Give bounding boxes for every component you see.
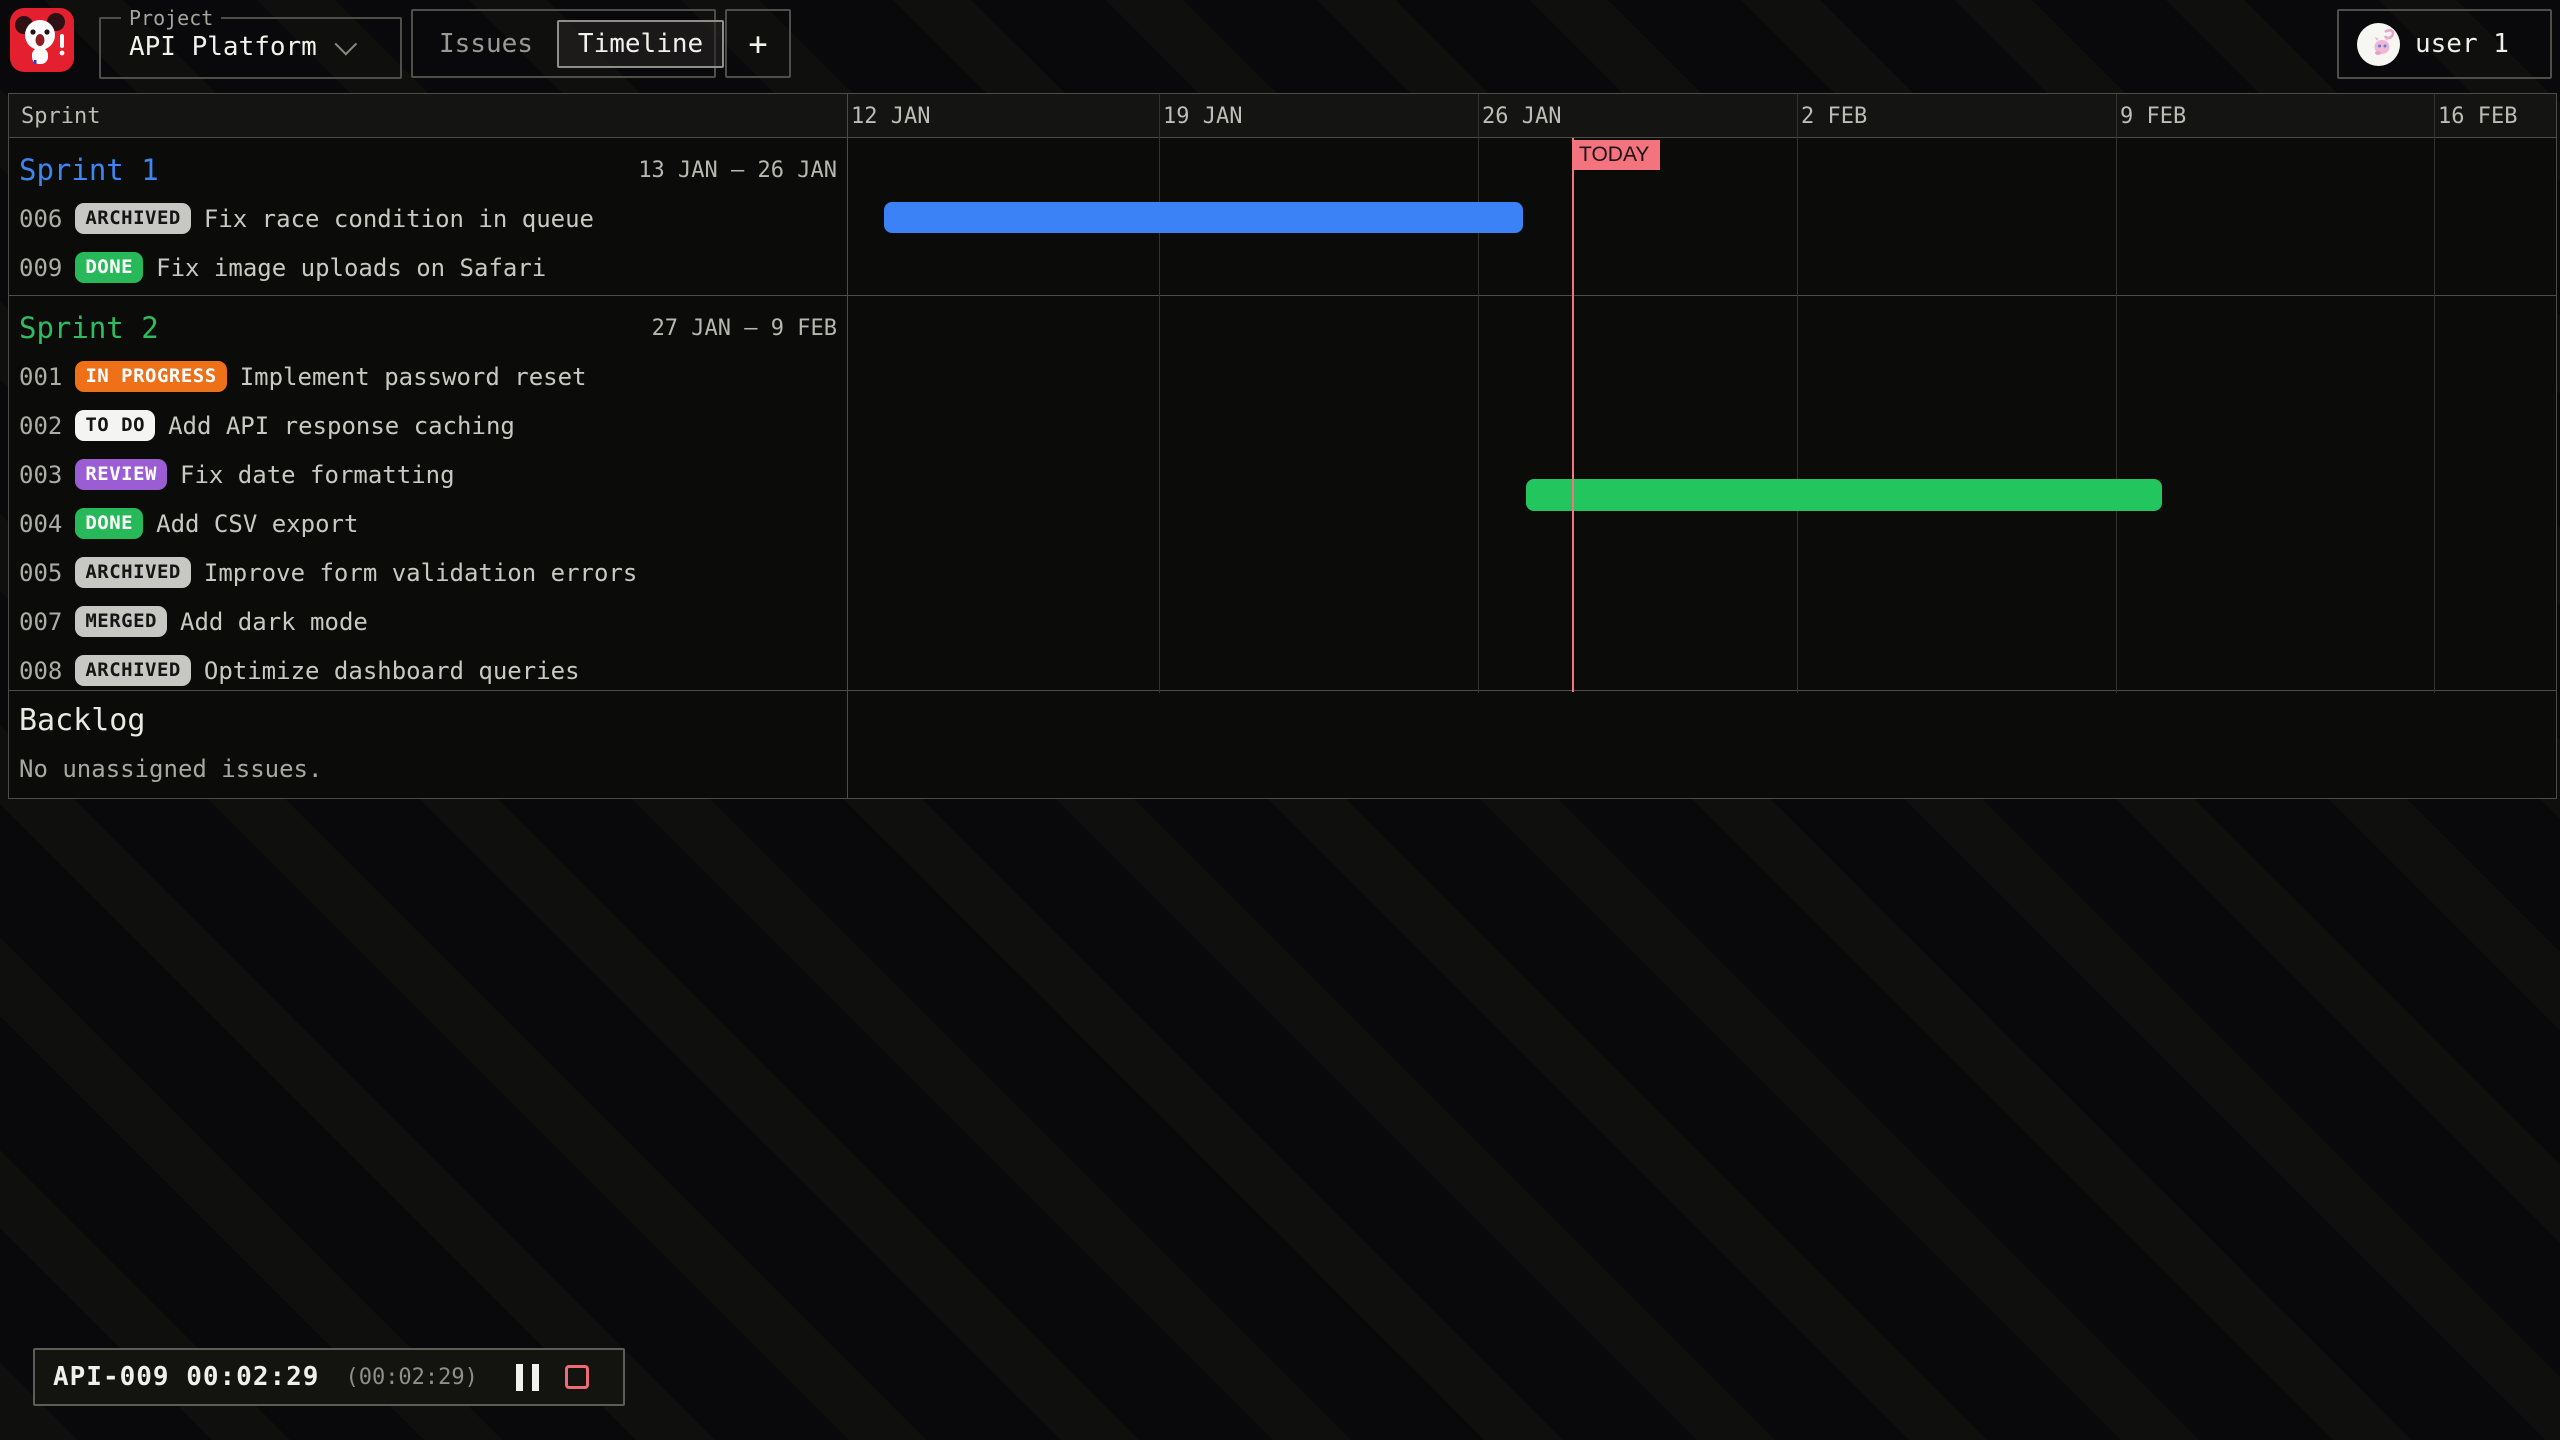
status-badge: ARCHIVED (75, 655, 191, 686)
gantt-bar-issue-003[interactable] (1526, 479, 2162, 511)
sprint-2-panel: Sprint 2 27 JAN – 9 FEB 001 IN PROGRESS … (9, 296, 847, 690)
timer-total-time: (00:02:29) (345, 1364, 478, 1390)
week-gridline (1478, 94, 1479, 693)
backlog-panel: Backlog No unassigned issues. (9, 691, 847, 795)
issue-number: 002 (19, 411, 63, 440)
status-badge: DONE (75, 252, 144, 283)
app-logo-koala-icon[interactable] (10, 8, 74, 72)
status-badge: IN PROGRESS (75, 361, 227, 392)
today-marker-label: TODAY (1572, 140, 1661, 170)
timeline-header-row: Sprint 12 JAN 19 JAN 26 JAN 2 FEB 9 FEB … (9, 94, 2556, 138)
tab-issues[interactable]: Issues (439, 28, 533, 59)
issue-title: Add API response caching (168, 411, 515, 440)
sprint-column-header: Sprint (21, 103, 101, 129)
time-tracker-widget: API-009 00:02:29 (00:02:29) (33, 1348, 625, 1406)
project-label: Project (129, 6, 214, 30)
avatar-creature-icon (2374, 28, 2395, 55)
status-badge: REVIEW (75, 459, 167, 490)
add-view-button[interactable]: + (725, 9, 791, 78)
issue-title: Implement password reset (239, 362, 587, 391)
issue-row-002[interactable]: 002 TO DO Add API response caching (19, 401, 837, 450)
panel-separator (847, 94, 848, 798)
backlog-empty-text: No unassigned issues. (19, 755, 323, 783)
issue-row-001[interactable]: 001 IN PROGRESS Implement password reset (19, 352, 837, 401)
issue-row-006[interactable]: 006 ARCHIVED Fix race condition in queue (19, 194, 837, 243)
issue-title: Improve form validation errors (203, 558, 638, 587)
stop-button[interactable] (564, 1365, 589, 1389)
pause-icon (531, 1363, 539, 1391)
chevron-down-icon (334, 32, 357, 56)
issue-title: Add CSV export (156, 509, 359, 538)
issue-row-005[interactable]: 005 ARCHIVED Improve form validation err… (19, 548, 837, 597)
column-header-date: 19 JAN (1163, 103, 1243, 129)
week-gridline (1797, 94, 1798, 693)
issue-number: 003 (19, 460, 63, 489)
week-gridline (1159, 94, 1160, 693)
view-tabs: Issues Timeline (411, 9, 725, 78)
project-select[interactable]: Project API Platform (99, 6, 402, 79)
sprint-2-date-range: 27 JAN – 9 FEB (651, 315, 837, 341)
issue-title: Fix date formatting (180, 460, 455, 489)
issue-number: 009 (19, 253, 63, 282)
sprint-2-section: Sprint 2 27 JAN – 9 FEB 001 IN PROGRESS … (9, 296, 2556, 691)
status-badge: ARCHIVED (75, 557, 191, 588)
issue-title: Add dark mode (180, 607, 368, 636)
today-marker-line (1572, 138, 1574, 692)
issue-number: 005 (19, 558, 63, 587)
sprint-1-panel: Sprint 1 13 JAN – 26 JAN 006 ARCHIVED Fi… (9, 138, 847, 295)
issue-row-009[interactable]: 009 DONE Fix image uploads on Safari (19, 243, 837, 292)
column-header-date: 16 FEB (2438, 103, 2518, 129)
issue-row-004[interactable]: 004 DONE Add CSV export (19, 499, 837, 548)
column-header-date: 12 JAN (851, 103, 931, 129)
gantt-bar-issue-006[interactable] (884, 202, 1523, 233)
issue-number: 007 (19, 607, 63, 636)
sprint-1-header: Sprint 1 13 JAN – 26 JAN (19, 146, 837, 194)
status-badge: DONE (75, 508, 144, 539)
issue-title: Fix image uploads on Safari (156, 253, 547, 282)
status-badge: MERGED (75, 606, 167, 637)
issue-row-003[interactable]: 003 REVIEW Fix date formatting (19, 450, 837, 499)
issue-number: 008 (19, 656, 63, 685)
issue-title: Fix race condition in queue (203, 204, 595, 233)
issue-number: 006 (19, 204, 63, 233)
issue-row-007[interactable]: 007 MERGED Add dark mode (19, 597, 837, 646)
pause-icon (515, 1363, 523, 1391)
column-header-date: 26 JAN (1482, 103, 1562, 129)
koala-icon (15, 13, 65, 64)
pause-button[interactable] (515, 1363, 539, 1391)
issue-row-008[interactable]: 008 ARCHIVED Optimize dashboard queries (19, 646, 837, 695)
sprint-2-header: Sprint 2 27 JAN – 9 FEB (19, 304, 837, 352)
status-badge: TO DO (75, 410, 156, 441)
user-name: user 1 (2415, 29, 2509, 59)
sprint-1-date-range: 13 JAN – 26 JAN (638, 157, 837, 183)
backlog-section: Backlog No unassigned issues. (9, 691, 2556, 795)
top-bar: Project API Platform Issues Timeline + u… (0, 0, 2560, 92)
status-badge: ARCHIVED (75, 203, 191, 234)
issue-number: 004 (19, 509, 63, 538)
column-header-date: 9 FEB (2120, 103, 2187, 129)
sprint-1-title[interactable]: Sprint 1 (19, 153, 159, 187)
timeline-table: Sprint 12 JAN 19 JAN 26 JAN 2 FEB 9 FEB … (8, 93, 2557, 799)
timer-issue-and-elapsed: API-009 00:02:29 (53, 1362, 320, 1392)
issue-number: 001 (19, 362, 63, 391)
sprint-2-title[interactable]: Sprint 2 (19, 311, 159, 345)
project-name: API Platform (129, 32, 317, 62)
column-header-date: 2 FEB (1801, 103, 1868, 129)
user-avatar (2357, 22, 2400, 66)
week-gridline (2116, 94, 2117, 693)
backlog-title: Backlog (19, 702, 146, 738)
tab-timeline[interactable]: Timeline (556, 19, 725, 68)
issue-title: Optimize dashboard queries (203, 656, 580, 685)
week-gridline (2434, 94, 2435, 693)
user-menu[interactable]: user 1 (2337, 9, 2552, 79)
sprint-1-section: Sprint 1 13 JAN – 26 JAN 006 ARCHIVED Fi… (9, 138, 2556, 296)
